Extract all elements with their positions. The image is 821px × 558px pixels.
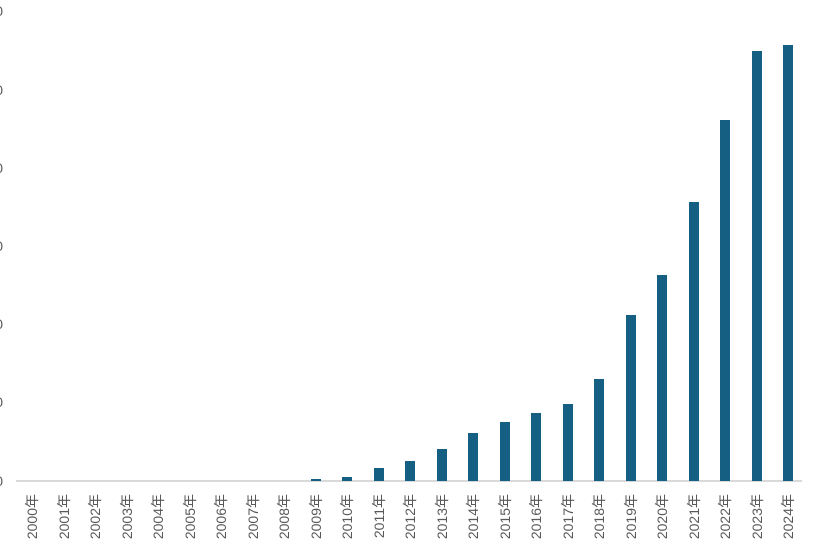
bar-2018 (594, 378, 604, 481)
x-axis-label-2017: 2017年 (559, 494, 576, 540)
x-axis-label-2019: 2019年 (622, 494, 639, 540)
y-axis-tick-label-4: 0 (0, 160, 3, 176)
x-axis-label-2020: 2020年 (654, 494, 670, 540)
x-axis-label-2002: 2002年 (87, 494, 103, 540)
x-axis-label-2012: 2012年 (402, 494, 418, 540)
bar-2020 (657, 275, 667, 481)
bar-2012 (405, 461, 415, 481)
y-axis-tick-label-0: 0 (0, 473, 3, 489)
bar-2013 (436, 448, 447, 481)
bar-2019 (625, 315, 636, 481)
x-axis-label-2006: 2006年 (213, 494, 229, 540)
x-axis-label-2005: 2005年 (181, 494, 198, 540)
y-axis-tick-label-6: 0 (0, 3, 3, 19)
x-axis-label-2015: 2015年 (496, 494, 513, 540)
x-axis-label-2001: 2001年 (55, 494, 72, 540)
x-axis-line (16, 480, 802, 482)
x-axis-label-2010: 2010年 (339, 494, 355, 540)
x-axis-label-2008: 2008年 (276, 494, 292, 540)
bar-2015 (499, 421, 510, 481)
x-axis-label-2011: 2011年 (370, 494, 387, 539)
y-axis-tick-label-1: 0 (0, 394, 3, 410)
x-axis-label-2003: 2003年 (118, 494, 135, 540)
y-axis-tick-label-5: 0 (0, 82, 3, 98)
x-axis-label-2016: 2016年 (528, 494, 544, 540)
bar-2024 (783, 44, 793, 481)
x-axis-label-2014: 2014年 (465, 494, 481, 540)
y-axis-tick-label-3: 0 (0, 238, 3, 254)
bar-2009 (310, 478, 321, 481)
x-axis-label-2024: 2024年 (780, 494, 796, 540)
x-axis-label-2021: 2021年 (685, 494, 702, 540)
x-axis-label-2007: 2007年 (244, 494, 261, 540)
y-axis-tick-label-2: 0 (0, 316, 3, 332)
bar-2016 (531, 412, 541, 481)
x-axis-label-2022: 2022年 (717, 494, 733, 540)
bar-2014 (468, 432, 478, 481)
bar-2022 (720, 119, 730, 481)
bar-2011 (373, 468, 384, 481)
bar-2017 (562, 404, 573, 481)
x-axis-label-2004: 2004年 (150, 494, 166, 540)
bar-2021 (688, 201, 699, 481)
bar-2010 (342, 476, 352, 481)
x-axis-label-2000: 2000年 (24, 494, 40, 540)
x-axis-label-2009: 2009年 (307, 494, 324, 540)
bar-2023 (751, 50, 762, 481)
x-axis-label-2023: 2023年 (748, 494, 765, 540)
x-axis-label-2013: 2013年 (433, 494, 450, 540)
x-axis-label-2018: 2018年 (591, 494, 607, 540)
